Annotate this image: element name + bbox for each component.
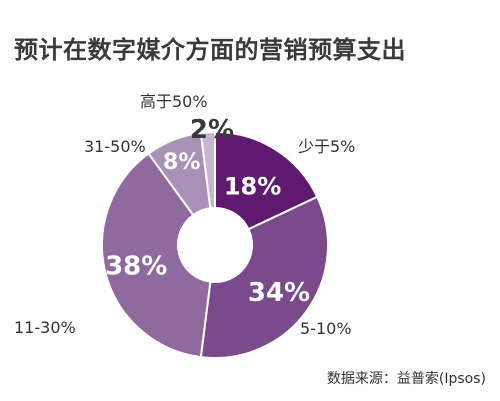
slice-category-label: 31-50% — [84, 137, 146, 156]
donut-slice — [199, 195, 329, 359]
donut-slice — [214, 130, 319, 231]
slice-value-label: 38% — [105, 252, 167, 282]
slice-value-label: 8% — [163, 150, 200, 175]
slice-value-label: 18% — [224, 172, 281, 200]
slice-category-label: 少于5% — [298, 137, 355, 156]
slice-value-label: 2% — [190, 115, 234, 145]
donut-slice — [101, 152, 212, 359]
slice-category-label: 11-30% — [14, 318, 76, 337]
slice-category-label: 5-10% — [300, 319, 352, 338]
slice-value-label: 34% — [248, 278, 310, 308]
slice-category-label: 高于50% — [140, 92, 208, 111]
source-note: 数据来源：益普索(Ipsos) — [326, 371, 486, 387]
donut-slice — [199, 130, 216, 210]
chart-title: 预计在数字媒介方面的营销预算支出 — [14, 36, 406, 64]
